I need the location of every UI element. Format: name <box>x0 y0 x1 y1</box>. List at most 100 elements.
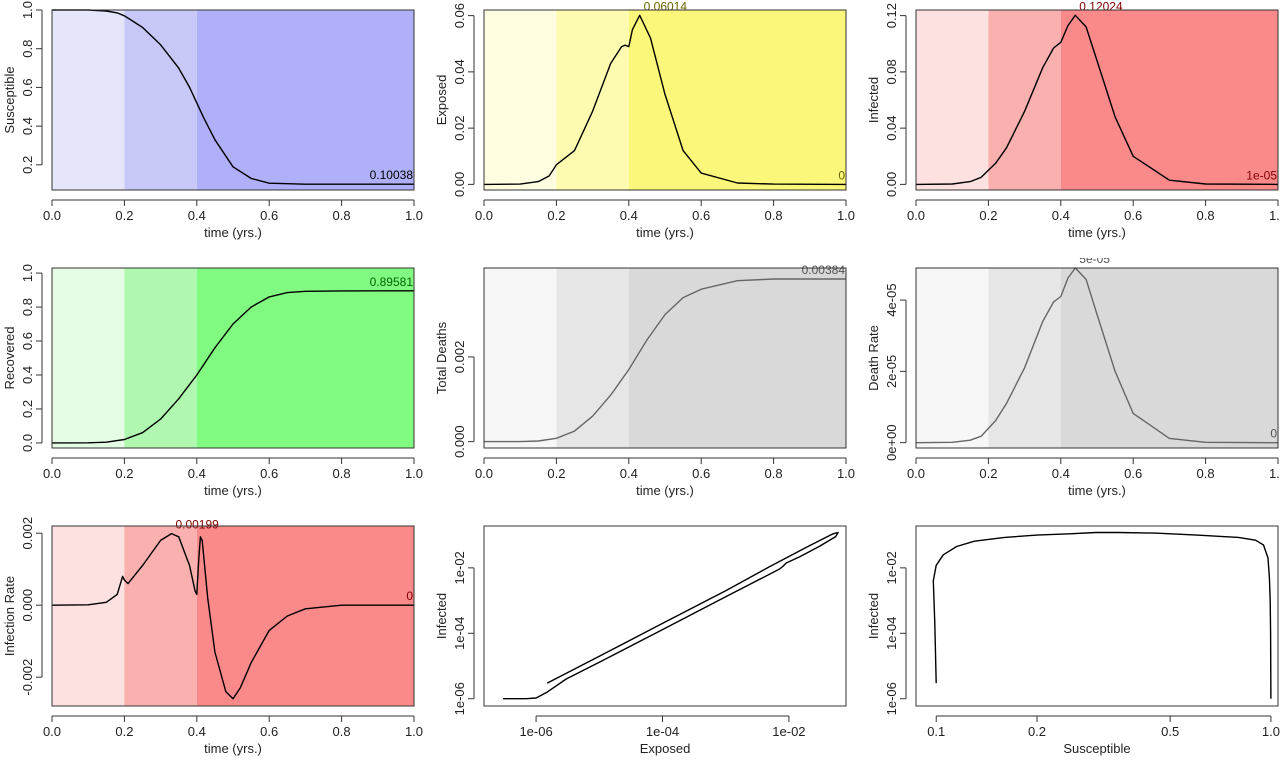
x-axis-label: time (yrs.) <box>204 741 262 756</box>
y-tick-label: 0.0 <box>20 434 35 452</box>
chart-svg: 0.00384 0.0 0.2 0.4 0.6 0.8 1.0 time (yrs.) 0.00… <box>434 263 855 498</box>
x-tick-label: 0.0 <box>43 724 61 739</box>
y-axis-label: Infected <box>866 77 881 123</box>
y-tick-label: 0.8 <box>20 40 35 58</box>
y-tick-label: 0.2 <box>20 400 35 418</box>
y-tick-label: 1e-06 <box>452 682 467 715</box>
x-tick-label: 0.0 <box>907 208 925 223</box>
x-tick-label: 1.0 <box>405 724 423 739</box>
y-tick-label: 0.04 <box>884 115 899 140</box>
x-tick-label: 0.6 <box>692 466 710 481</box>
annotation-label: 0.00384 <box>802 263 846 277</box>
x-axis-label: Susceptible <box>1063 741 1130 756</box>
annotation-label: 1e-05 <box>1246 168 1277 182</box>
y-tick-label: 1.0 <box>20 1 35 19</box>
y-tick-label: 1e-04 <box>884 617 899 650</box>
y-tick-label: 0.00 <box>884 172 899 197</box>
series-line <box>483 14 847 186</box>
y-tick-label: 0.00 <box>452 172 467 197</box>
x-axis-label: time (yrs.) <box>636 225 694 240</box>
x-tick-label: 0.8 <box>1197 466 1215 481</box>
x-tick-label: 0.2 <box>115 724 133 739</box>
chart-panel: 0.00384 0.0 0.2 0.4 0.6 0.8 1.0 time (yrs.) 0.00… <box>432 258 858 516</box>
x-tick-label: 0.4 <box>620 208 638 223</box>
x-tick-label: 0.4 <box>188 724 206 739</box>
x-tick-label: 1e-04 <box>646 724 679 739</box>
chart-panel: 1e-06 1e-04 1e-02 Exposed 1e-06 1e-04 1e-02 Inf… <box>432 516 858 774</box>
background-band <box>988 10 1061 190</box>
y-axis-label: Susceptible <box>2 66 17 133</box>
y-tick-label: 0e+00 <box>884 424 899 461</box>
annotation-label: 0 <box>838 168 845 182</box>
x-tick-label: 0.0 <box>43 466 61 481</box>
x-tick-label: 0.2 <box>115 208 133 223</box>
x-tick-label: 1.0 <box>1269 208 1280 223</box>
y-tick-label: -0.002 <box>20 659 35 696</box>
x-tick-label: 0.8 <box>765 208 783 223</box>
background-band <box>916 268 989 448</box>
y-tick-label: 0.04 <box>452 59 467 84</box>
series-line <box>503 531 839 700</box>
chart-panel: 0.00199 0 0.0 0.2 0.4 0.6 0.8 1.0 time (yrs.) -0.… <box>0 516 426 774</box>
x-tick-label: 0.2 <box>115 466 133 481</box>
background-band <box>52 526 125 706</box>
background-band <box>124 10 197 190</box>
background-band <box>916 10 989 190</box>
y-tick-label: 0.06 <box>452 3 467 28</box>
x-tick-label: 0.6 <box>692 208 710 223</box>
plot-frame <box>483 267 847 449</box>
background-band <box>1060 268 1278 448</box>
x-tick-label: 1.0 <box>837 208 855 223</box>
y-tick-label: 1e-06 <box>884 682 899 715</box>
y-tick-label: 0.000 <box>452 425 467 458</box>
x-axis-label: time (yrs.) <box>636 483 694 498</box>
x-tick-label: 0.0 <box>475 466 493 481</box>
x-tick-label: 0.2 <box>979 208 997 223</box>
y-tick-label: 0.08 <box>884 59 899 84</box>
plot-frame <box>51 9 415 191</box>
x-tick-label: 0.2 <box>1028 724 1046 739</box>
chart-panel: 0.12024 1e-05 0.0 0.2 0.4 0.6 0.8 1.0 time (yrs.… <box>864 0 1280 258</box>
plot-frame <box>483 9 847 191</box>
y-axis-label: Exposed <box>434 75 449 126</box>
annotation-label: 0.06014 <box>644 0 688 13</box>
series-line <box>52 9 414 185</box>
x-tick-label: 0.5 <box>1161 724 1179 739</box>
series-line <box>51 290 415 444</box>
y-axis-label: Recovered <box>2 327 17 390</box>
x-axis-label: time (yrs.) <box>1068 225 1126 240</box>
plot-frame <box>51 267 415 449</box>
x-axis-label: Exposed <box>640 741 691 756</box>
x-tick-label: 0.4 <box>1052 466 1070 481</box>
x-tick-label: 0.6 <box>1124 466 1142 481</box>
annotation-label: 5e-05 <box>1079 258 1110 266</box>
series-line <box>932 531 1272 699</box>
x-tick-label: 1e-02 <box>772 724 805 739</box>
background-band <box>556 10 629 190</box>
x-tick-label: 1.0 <box>1262 724 1280 739</box>
annotation-label: 0.10038 <box>370 168 414 182</box>
x-axis-label: time (yrs.) <box>204 225 262 240</box>
chart-svg: 1e-06 1e-04 1e-02Exposed1e-061e-041e-02Inf… <box>434 525 847 756</box>
plot-frame <box>483 525 847 707</box>
x-tick-label: 0.8 <box>333 466 351 481</box>
plot-frame <box>915 9 1279 191</box>
y-tick-label: 1.0 <box>20 264 35 282</box>
x-tick-label: 0.4 <box>188 208 206 223</box>
chart-svg: 0.12024 1e-05 0.0 0.2 0.4 0.6 0.8 1.0 time (yrs.… <box>866 0 1280 240</box>
x-tick-label: 1.0 <box>837 466 855 481</box>
background-band <box>52 268 125 448</box>
y-tick-label: 0.12 <box>884 3 899 28</box>
y-tick-label: 0.8 <box>20 298 35 316</box>
plot-frame <box>51 525 415 707</box>
chart-panel: 5e-05 0 0.0 0.2 0.4 0.6 0.8 1.0 time (yrs.) 0e+00… <box>864 258 1280 516</box>
y-tick-label: 1e-02 <box>884 551 899 584</box>
y-axis-label: Infected <box>866 593 881 639</box>
chart-svg: 0.10038 0.0 0.2 0.4 0.6 0.8 1.0 time (yrs.) 0.2 0… <box>2 1 423 240</box>
background-band <box>196 526 414 706</box>
y-axis-label: Infection Rate <box>2 576 17 656</box>
chart-svg: 0.89581 0.0 0.2 0.4 0.6 0.8 1.0 time (yrs.) 0.0 0… <box>2 264 423 498</box>
chart-panel: 0.1 0.2 0.5 1.0 Susceptible 1e-06 1e-04 1e-02 In… <box>864 516 1280 774</box>
x-tick-label: 0.2 <box>547 466 565 481</box>
y-tick-label: 0.6 <box>20 332 35 350</box>
